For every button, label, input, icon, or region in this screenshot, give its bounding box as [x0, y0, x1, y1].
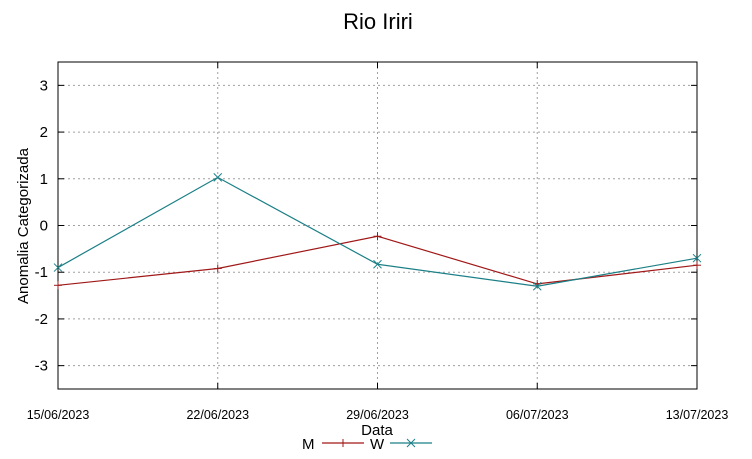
- x-tick-label: 22/06/2023: [186, 408, 249, 422]
- series-layer: [53, 173, 702, 291]
- x-tick-label: 13/07/2023: [666, 408, 729, 422]
- x-tick-label: 29/06/2023: [346, 408, 409, 422]
- y-tick-label: -3: [35, 358, 48, 375]
- y-tick-label: 1: [40, 171, 48, 188]
- legend-label-M: M: [302, 436, 315, 453]
- y-tick-label: -1: [35, 264, 48, 281]
- data-point-W: [213, 173, 223, 182]
- y-tick-label: 3: [40, 77, 48, 94]
- y-axis-label: Anomalia Categorizada: [15, 147, 32, 304]
- legend-marker-M: [339, 439, 347, 447]
- data-point-W: [53, 263, 63, 272]
- x-tick-label: 06/07/2023: [506, 408, 569, 422]
- x-axis-label: Data: [361, 422, 393, 439]
- data-point-W: [373, 259, 382, 269]
- y-axis-ticks: 3 2 1 0 -1 -2 -3: [35, 77, 697, 375]
- data-point-M: [373, 232, 382, 241]
- grid-lines: [58, 62, 697, 389]
- legend-marker-W: [406, 438, 416, 448]
- x-tick-label: 15/06/2023: [27, 408, 90, 422]
- y-tick-label: -2: [35, 311, 48, 328]
- y-tick-label: 2: [40, 124, 48, 141]
- legend-label-W: W: [370, 436, 385, 453]
- chart-title: Rio Iriri: [343, 9, 413, 34]
- data-point-M: [693, 261, 701, 270]
- plot-frame: [57, 61, 698, 390]
- data-point-W: [532, 281, 542, 291]
- data-point-W: [692, 253, 702, 263]
- data-point-M: [213, 264, 222, 273]
- y-tick-label: 0: [40, 218, 48, 235]
- data-point-M: [54, 281, 62, 290]
